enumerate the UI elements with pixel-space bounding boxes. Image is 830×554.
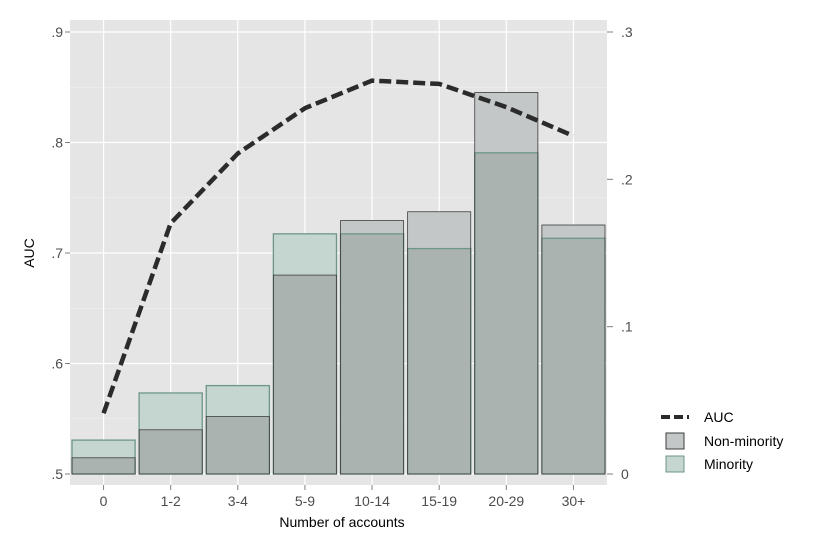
left-tick-label: .9 [51, 24, 63, 40]
x-tick-label: 0 [100, 493, 108, 509]
x-tick-label: 20-29 [488, 493, 524, 509]
auc-line-layer [101, 78, 575, 414]
bar-minority-0 [72, 440, 136, 458]
left-tick-label: .5 [51, 466, 63, 482]
bar-outline-nonminority-10-14 [340, 220, 405, 475]
x-axis: 0 1-2 3-4 5-9 10-14 15-19 20-29 30+ [100, 485, 586, 509]
x-tick-label: 15-19 [421, 493, 457, 509]
legend: AUC Non-minority Minority [661, 409, 783, 473]
left-tick-label: .8 [51, 135, 63, 151]
legend-label-minority: Minority [704, 456, 753, 472]
bar-nonminority-10-14 [340, 220, 404, 234]
bar-overlap-15-19 [407, 248, 471, 474]
bars [71, 92, 606, 475]
left-tick-label: .7 [51, 245, 63, 261]
bar-outline-nonminority-30+ [541, 224, 606, 475]
bar-nonminority-30+ [541, 225, 605, 239]
left-tick-label: .6 [51, 356, 63, 372]
bar-minority-5-9 [273, 233, 337, 276]
bar-overlap-3-4 [206, 416, 270, 474]
x-tick-label: 10-14 [354, 493, 390, 509]
x-tick-label: 30+ [562, 493, 586, 509]
legend-label-auc: AUC [704, 409, 734, 425]
x-tick-label: 3-4 [228, 493, 248, 509]
right-tick-label: 0 [621, 466, 629, 482]
y-axis-title: AUC [21, 238, 37, 268]
bar-nonminority-15-19 [407, 211, 471, 249]
bar-outline-nonminority-5-9 [272, 274, 337, 475]
legend-label-nonminority: Non-minority [704, 433, 783, 449]
bar-outline-nonminority-15-19 [407, 211, 472, 475]
bar-overlap-1-2 [139, 429, 203, 474]
right-axis: 0 .1 .2 .3 [607, 24, 633, 482]
bar-outline-nonminority-1-2 [138, 429, 203, 475]
bar-overlap-20-29 [474, 152, 538, 474]
bar-outline-nonminority-0 [71, 457, 136, 475]
right-tick-label: .2 [621, 171, 633, 187]
legend-key-nonminority [665, 432, 685, 450]
bar-outline-nonminority-3-4 [205, 416, 270, 475]
bar-nonminority-20-29 [474, 92, 538, 153]
right-tick-label: .3 [621, 24, 633, 40]
x-axis-title: Number of accounts [279, 514, 404, 530]
x-tick-label: 5-9 [295, 493, 315, 509]
left-axis: .5 .6 .7 .8 .9 [51, 24, 70, 482]
bar-outline-nonminority-20-29 [474, 92, 539, 475]
bar-overlap-0 [72, 457, 136, 474]
bar-overlap-30+ [541, 238, 605, 474]
legend-key-minority [665, 455, 685, 473]
auc-line [101, 78, 575, 414]
bar-minority-3-4 [206, 385, 270, 417]
right-tick-label: .1 [621, 319, 633, 335]
bar-overlap-10-14 [340, 233, 404, 474]
x-tick-label: 1-2 [161, 493, 181, 509]
bar-overlap-5-9 [273, 275, 337, 474]
bar-minority-1-2 [139, 392, 203, 430]
